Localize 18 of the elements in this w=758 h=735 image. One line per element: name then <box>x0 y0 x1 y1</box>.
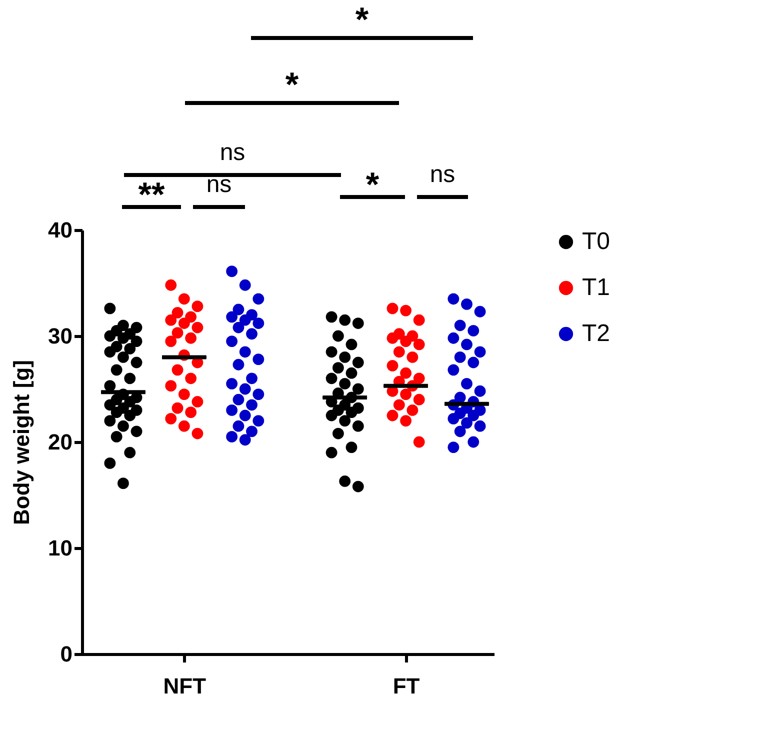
y-tick-label: 10 <box>48 536 72 560</box>
text: ns <box>206 171 232 198</box>
y-tick-label: 0 <box>60 642 72 666</box>
legend-label: T0 <box>582 228 610 255</box>
text: * <box>366 166 380 204</box>
text: ns <box>430 161 456 188</box>
y-tick-label: 30 <box>48 324 72 348</box>
text: * <box>355 1 370 39</box>
x-tick-label: NFT <box>163 674 207 698</box>
y-axis-title: Body weight [g] <box>9 360 34 525</box>
text: * <box>285 66 300 104</box>
y-tick-label: 20 <box>48 430 72 454</box>
text: ns <box>220 139 246 166</box>
text: ** <box>138 176 166 214</box>
legend-label: T2 <box>582 320 610 347</box>
y-tick-label: 40 <box>48 218 72 242</box>
x-tick-label: FT <box>392 674 420 698</box>
legend-label: T1 <box>582 274 610 301</box>
